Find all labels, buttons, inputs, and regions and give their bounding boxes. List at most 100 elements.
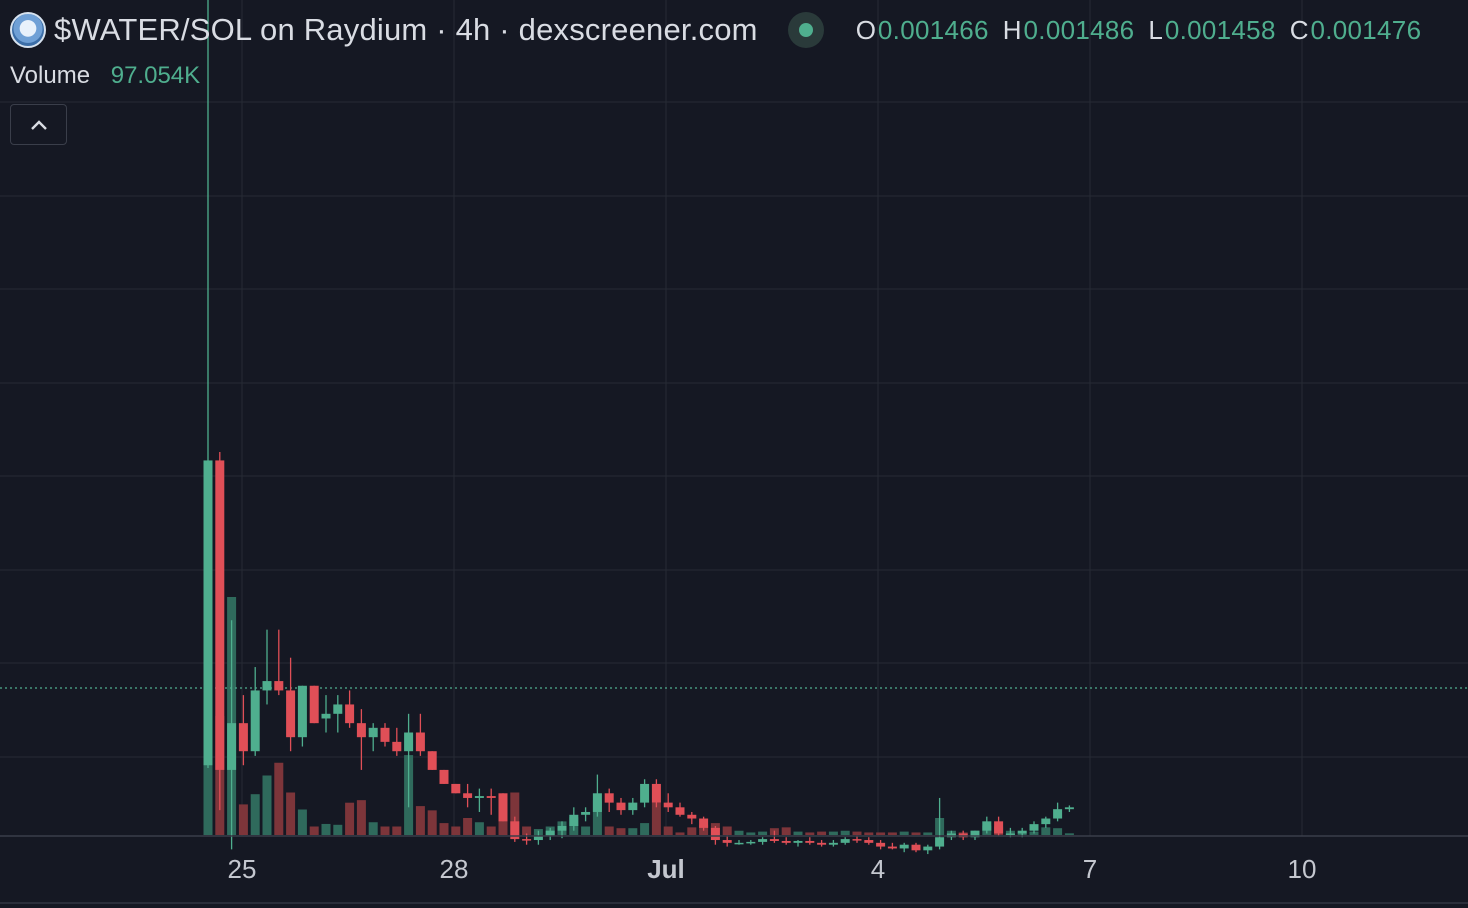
candle-body (864, 840, 874, 843)
candle-body (899, 844, 909, 849)
low-value: 0.001458 (1164, 14, 1276, 45)
candle-body (828, 842, 838, 845)
volume-bar (486, 826, 496, 835)
volume-bar (463, 818, 473, 835)
volume-bar (356, 800, 366, 835)
volume-bars (203, 597, 1074, 835)
candle-body (1017, 830, 1027, 834)
candle-body (1064, 807, 1074, 810)
candle-body (710, 827, 720, 841)
candle-body (309, 685, 319, 724)
high-label: H (1002, 14, 1022, 45)
volume-bar (581, 826, 591, 835)
candle-body (250, 690, 260, 752)
candle-body (758, 839, 768, 842)
candle-body (474, 796, 484, 798)
volume-bar (451, 826, 461, 835)
candle-body (722, 840, 732, 843)
candle-body (793, 840, 803, 843)
volume-bar (592, 800, 602, 835)
volume-bar (274, 762, 284, 835)
candle-body (451, 783, 461, 794)
volume-bar (793, 831, 803, 835)
candle-body (297, 685, 307, 738)
candle-body (876, 842, 886, 847)
volume-bar (286, 792, 296, 835)
volume-bar (828, 831, 838, 835)
candle-body (545, 830, 555, 836)
candle-body (840, 839, 850, 843)
token-logo-icon (10, 12, 46, 48)
candle-body (1029, 824, 1039, 831)
candle-body (533, 835, 543, 841)
volume-bar (899, 831, 909, 835)
volume-bar (722, 826, 732, 835)
candle-body (687, 814, 697, 819)
candle-body (628, 802, 638, 811)
candle-body (569, 814, 579, 827)
volume-bar (392, 826, 402, 835)
candle-body (640, 783, 650, 803)
volume-bar (734, 830, 744, 835)
candle-body (769, 839, 779, 841)
candle-body (817, 842, 827, 845)
candle-body (380, 727, 390, 742)
volume-bar (1053, 828, 1063, 835)
candle-body (970, 830, 980, 838)
x-tick-label: 4 (871, 854, 885, 884)
candle-body (557, 826, 567, 831)
volume-bar (309, 826, 319, 835)
candle-body (392, 741, 402, 752)
volume-bar (616, 828, 626, 835)
candle-body (616, 802, 626, 811)
candle-body (651, 783, 661, 803)
candlesticks (203, 0, 1074, 855)
collapse-legend-button[interactable] (10, 104, 67, 145)
candle-body (581, 811, 591, 815)
candle-body (203, 460, 213, 766)
candle-body (439, 769, 449, 784)
candle-body (463, 793, 473, 798)
candle-body (592, 793, 602, 812)
candle-body (404, 732, 414, 752)
volume-bar (687, 827, 697, 835)
candle-body (663, 802, 673, 808)
candle-body (805, 840, 815, 843)
volume-bar (640, 823, 650, 835)
candle-body (604, 793, 614, 803)
candle-body (1053, 809, 1063, 819)
volume-value: 97.054K (110, 62, 201, 89)
candle-body (781, 840, 791, 843)
volume-bar (510, 792, 520, 835)
candle-body (286, 690, 296, 738)
volume-bar (887, 832, 897, 835)
x-tick-label: 25 (228, 854, 257, 884)
candle-body (982, 821, 992, 831)
candle-body (887, 846, 897, 849)
candle-body (935, 837, 945, 847)
x-tick-label: 7 (1083, 854, 1097, 884)
volume-bar (415, 806, 425, 835)
candle-body (852, 839, 862, 841)
volume-bar (250, 794, 260, 835)
candle-body (746, 841, 756, 844)
volume-bar (297, 809, 307, 835)
volume-bar (1064, 833, 1074, 835)
low-label: L (1148, 14, 1163, 45)
volume-bar (522, 826, 532, 835)
volume-bar (805, 832, 815, 835)
candle-body (227, 723, 237, 770)
volume-bar (817, 831, 827, 835)
volume-bar (238, 804, 248, 835)
high-value: 0.001486 (1023, 14, 1135, 45)
chart-title: $WATER/SOL on Raydium · 4h · dexscreener… (54, 12, 758, 47)
volume-bar (758, 831, 768, 835)
volume-bar (923, 832, 933, 835)
x-tick-label: Jul (647, 854, 685, 884)
candle-body (522, 839, 532, 841)
volume-label: Volume (10, 62, 91, 89)
candle-body (427, 751, 437, 770)
time-axis: 25 28 Jul 4 7 10 (0, 854, 1468, 904)
candle-body (510, 821, 520, 840)
